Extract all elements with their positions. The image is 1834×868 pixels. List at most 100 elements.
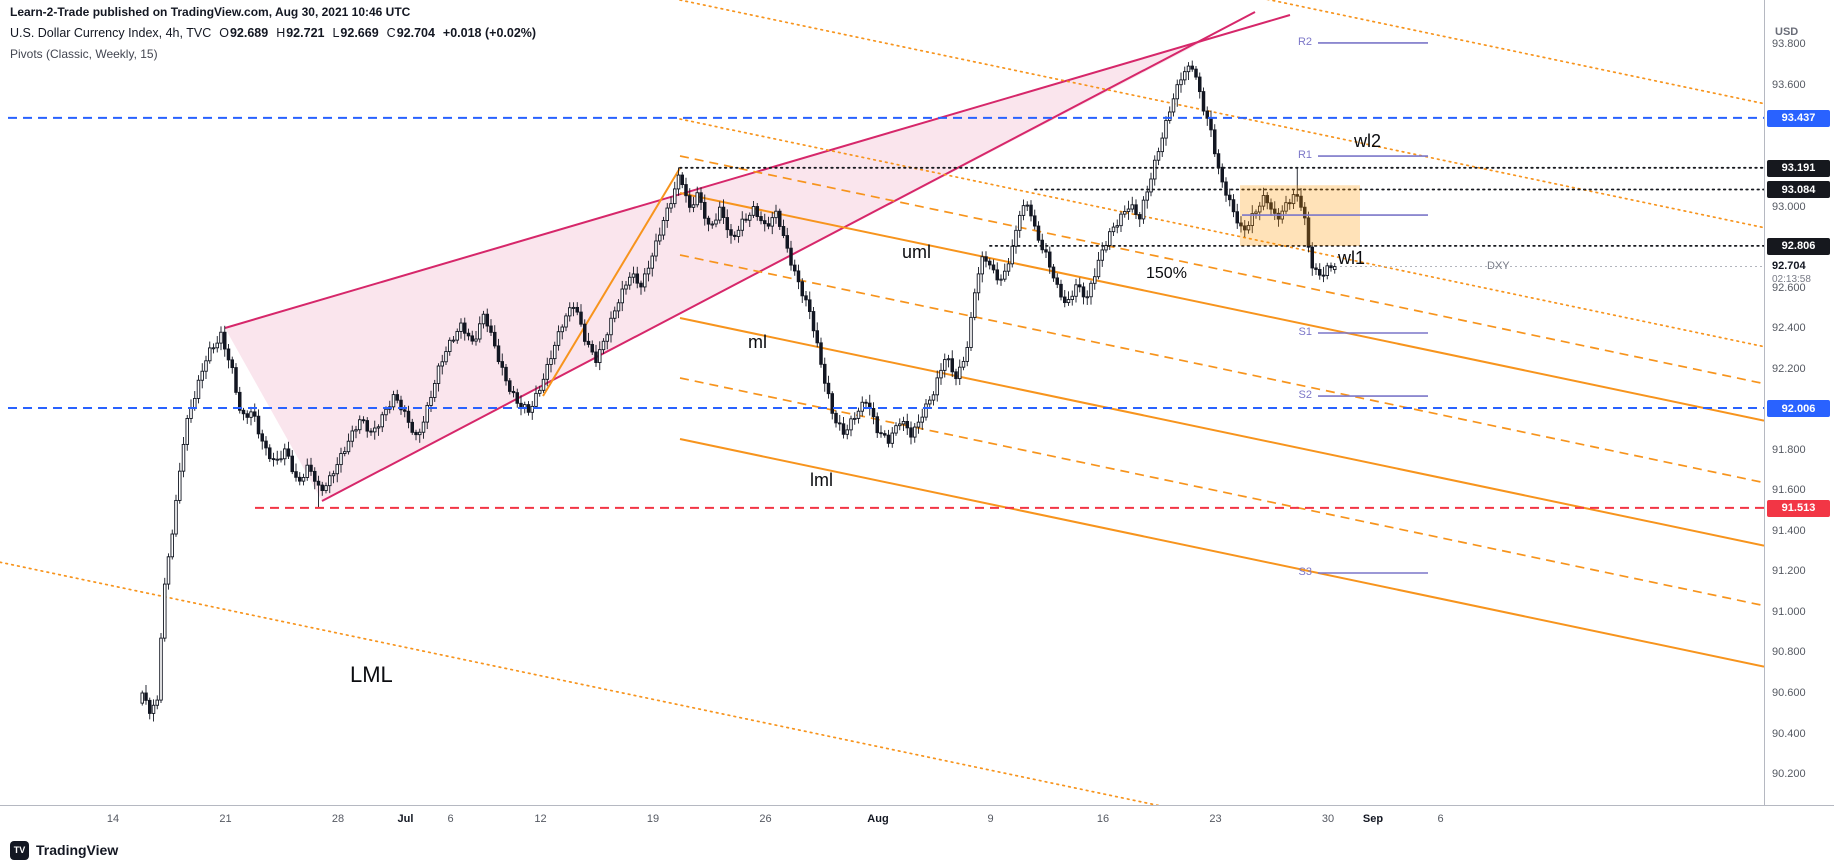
candle [1284, 195, 1288, 214]
candle [155, 695, 159, 710]
candle [628, 272, 632, 290]
candle [1182, 66, 1187, 85]
candle [616, 299, 621, 319]
price-axis[interactable]: USD 92.704 02:13:58 93.800 93.600 93.000 92… [1764, 0, 1834, 805]
candle [346, 433, 351, 455]
price-tick-label: 91.400 [1772, 524, 1806, 537]
candle [650, 252, 655, 277]
candle [721, 199, 726, 224]
tradingview-brand[interactable]: TradingView [36, 842, 119, 858]
candle [999, 274, 1003, 286]
candle [725, 209, 730, 239]
candle [264, 436, 268, 456]
candle [1201, 87, 1206, 116]
candle [860, 396, 865, 417]
candle [811, 306, 816, 338]
candle [451, 336, 456, 344]
candle [598, 341, 602, 371]
candle [211, 343, 216, 354]
pitchfork-handle [542, 167, 681, 397]
candle [939, 363, 943, 385]
candle [174, 494, 178, 537]
candle [500, 353, 505, 376]
candle [823, 357, 827, 392]
candle [819, 337, 823, 368]
candle [455, 328, 460, 344]
level-price-badge: 91.513 [1767, 499, 1830, 517]
candle [1160, 132, 1164, 157]
legend-high: H92.721 [276, 26, 325, 40]
candle [1314, 263, 1318, 275]
candle [410, 418, 415, 435]
candle [575, 302, 580, 316]
candle [950, 350, 955, 378]
candle [324, 482, 328, 494]
price-tick-label: 91.600 [1772, 484, 1806, 497]
candle [147, 697, 152, 720]
candle [984, 251, 988, 268]
candle [343, 446, 347, 457]
candle [1014, 225, 1018, 254]
candle [991, 259, 996, 274]
time-tick-label: 28 [331, 813, 345, 825]
candle [1111, 222, 1116, 237]
tradingview-logo-icon[interactable]: TV [10, 840, 29, 860]
candle [283, 443, 287, 466]
candle [579, 304, 583, 327]
candle [151, 699, 156, 722]
level-price-badge: 93.084 [1767, 181, 1830, 199]
candle [759, 211, 763, 225]
chart-header: Learn-2-Trade published on TradingView.c… [10, 6, 536, 60]
price-chart[interactable] [0, 0, 1764, 805]
candle [1276, 208, 1281, 227]
candle [883, 430, 887, 438]
candle [1179, 72, 1183, 93]
candle [886, 429, 891, 448]
candle [185, 414, 189, 451]
candle [733, 231, 737, 241]
candle [470, 330, 475, 345]
last-price-label: 92.704 [1772, 259, 1806, 272]
candle [1085, 290, 1089, 305]
candle [781, 219, 786, 239]
candle [1047, 246, 1052, 274]
candle [766, 216, 771, 230]
candle [215, 336, 219, 353]
time-axis[interactable]: 14 21 28 Jul 6 12 19 26 Aug 9 16 23 30 Sep 6 [0, 805, 1834, 833]
candle [380, 411, 385, 433]
pitchfork-drawing [0, 0, 1764, 805]
candle [571, 302, 576, 317]
candle [1246, 221, 1251, 234]
candle [673, 181, 677, 208]
candle [1089, 280, 1093, 305]
candle [245, 410, 249, 424]
candle [485, 308, 490, 333]
candle [309, 457, 313, 476]
time-tick-label: 14 [106, 813, 120, 825]
candle [207, 341, 212, 364]
time-tick-label: 16 [1096, 813, 1110, 825]
price-tick-label: 93.000 [1772, 200, 1806, 213]
candle [466, 328, 471, 341]
candle [609, 311, 613, 343]
candle [515, 388, 520, 408]
time-tick-label: 21 [219, 813, 232, 825]
candle [875, 412, 880, 438]
time-tick-label: 6 [1437, 813, 1444, 825]
candle [1325, 262, 1329, 280]
candle [1186, 62, 1191, 81]
candle [913, 423, 917, 443]
candle [796, 264, 801, 290]
candle [200, 363, 204, 389]
candle [1250, 205, 1254, 234]
candle [1175, 79, 1179, 107]
candle [395, 389, 400, 404]
time-tick-label: 12 [534, 813, 547, 825]
pitchfork-ray-dotted [679, 0, 1764, 229]
candle [1152, 155, 1157, 186]
candle [1134, 199, 1138, 220]
candle [234, 363, 238, 395]
candle [785, 227, 790, 253]
candle [973, 288, 977, 321]
candle [826, 375, 831, 399]
